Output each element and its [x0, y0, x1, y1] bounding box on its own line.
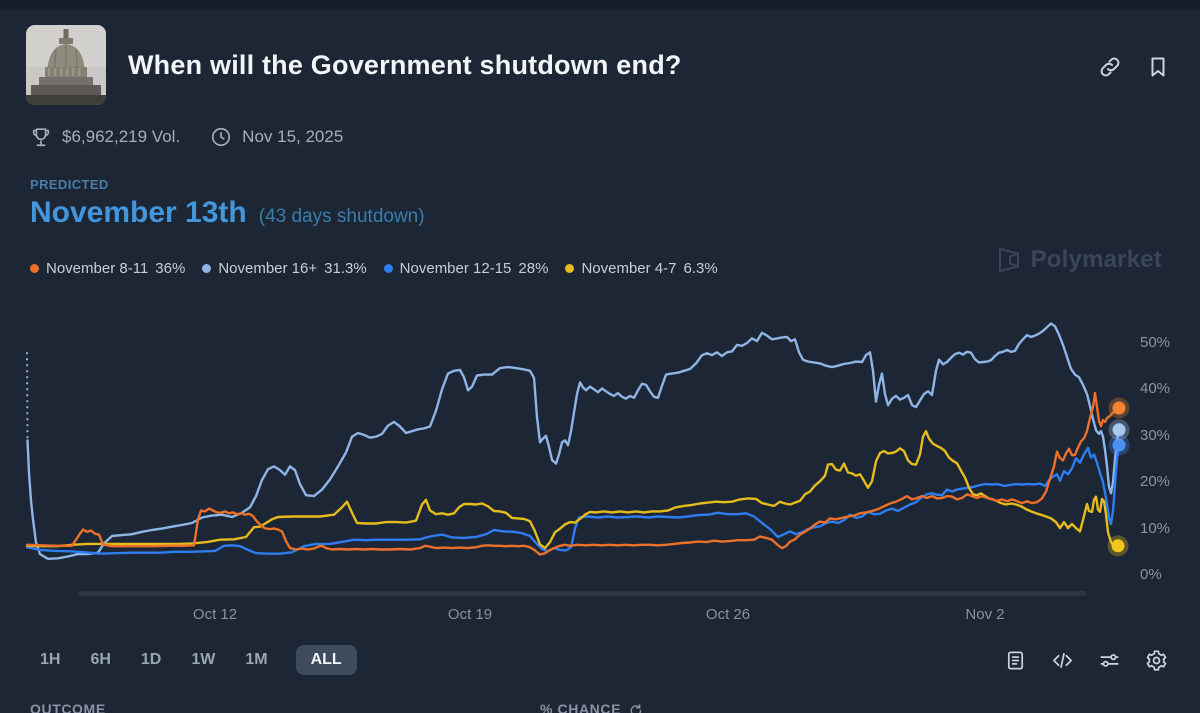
price-chart-svg: [25, 322, 1130, 596]
endpoint-dot-november-8-11: [1112, 401, 1126, 415]
legend-item-november-4-7[interactable]: November 4-7 6.3%: [565, 260, 718, 277]
end-date-text: Nov 15, 2025: [242, 127, 344, 146]
x-axis-label: Oct 12: [192, 606, 238, 623]
watermark-text: Polymarket: [1030, 246, 1162, 273]
range-button-1d[interactable]: 1D: [140, 651, 162, 668]
series-line-november-8-11: [25, 391, 1121, 556]
copy-link-icon[interactable]: [1098, 55, 1122, 79]
legend-label: November 4-7: [581, 260, 677, 277]
legend-dot-blue: [383, 264, 393, 273]
legend-dot-orange: [30, 264, 39, 273]
volume-text: $6,962,219 Vol.: [62, 127, 181, 146]
x-axis-label: Oct 19: [447, 606, 493, 623]
y-axis-label: 0%: [1140, 566, 1162, 583]
endpoint-dot-november-16-: [1112, 423, 1126, 437]
bookmark-icon[interactable]: [1146, 55, 1170, 79]
legend-dot-yellow: [565, 264, 575, 273]
chart-scrub-track[interactable]: [78, 591, 1086, 596]
y-axis-label: 20%: [1140, 473, 1171, 491]
legend-value: 28%: [518, 260, 549, 277]
page-title: When will the Government shutdown end?: [128, 50, 682, 80]
chart-legend: November 8-11 36% November 16+ 31.3% Nov…: [30, 260, 718, 277]
series-intro-dash: [26, 352, 29, 441]
range-button-1m[interactable]: 1M: [245, 651, 268, 668]
legend-value: 36%: [155, 260, 186, 277]
clock-icon: [210, 126, 232, 148]
y-axis-label: 30%: [1140, 426, 1171, 444]
predicted-detail: (43 days shutdown): [258, 206, 425, 227]
legend-item-november-16plus[interactable]: November 16+ 31.3%: [202, 260, 367, 277]
chart-tools: [1004, 649, 1169, 673]
predicted-label: PREDICTED: [30, 177, 109, 192]
predicted-outcome: November 13th: [30, 196, 247, 229]
legend-dot-lightblue: [202, 264, 212, 273]
legend-label: November 12-15: [399, 260, 512, 277]
price-chart[interactable]: 50% 40% 30% 20% 10% 0% Oct 12 Oct 19 Oct 26 Nov 2: [0, 315, 1200, 623]
refresh-icon[interactable]: [628, 702, 642, 713]
legend-item-november-12-15[interactable]: November 12-15 28%: [383, 260, 549, 277]
legend-value: 6.3%: [683, 260, 718, 277]
y-axis-label: 10%: [1140, 519, 1171, 537]
outcome-table-header: OUTCOME % CHANCE: [30, 701, 1170, 713]
x-axis-label: Oct 26: [705, 606, 751, 623]
legend-value: 31.3%: [324, 260, 367, 277]
series-line-november-4-7: [25, 429, 1120, 550]
outcome-column-label: OUTCOME: [30, 701, 106, 713]
y-axis-label: 40%: [1140, 380, 1171, 398]
series-line-november-12-15: [25, 443, 1121, 555]
polymarket-logo: [998, 248, 1019, 272]
embed-code-icon[interactable]: [1051, 649, 1075, 673]
chance-column-label: % CHANCE: [540, 701, 622, 713]
legend-label: November 16+: [218, 260, 318, 277]
news-icon[interactable]: [1004, 649, 1028, 673]
trophy-icon: [30, 126, 52, 148]
y-axis-label: 50%: [1140, 334, 1171, 351]
chart-settings-icon[interactable]: [1098, 649, 1122, 673]
market-avatar-capitol-image: [26, 25, 106, 105]
series-line-november-16-: [26, 322, 1121, 561]
endpoint-dot-november-4-7: [1111, 539, 1125, 553]
range-button-1h[interactable]: 1H: [40, 651, 61, 668]
range-button-6h[interactable]: 6H: [90, 651, 111, 668]
gear-icon[interactable]: [1145, 649, 1169, 673]
legend-label: November 8-11: [46, 260, 149, 277]
range-button-all[interactable]: ALL: [295, 645, 357, 675]
top-strip: [0, 0, 1200, 10]
range-button-1w[interactable]: 1W: [191, 651, 216, 668]
x-axis-label: Nov 2: [965, 606, 1005, 623]
time-range-selector: 1H 6H 1D 1W 1M ALL: [38, 645, 357, 675]
market-stats: $6,962,219 Vol. Nov 15, 2025: [30, 126, 343, 148]
legend-item-november-8-11[interactable]: November 8-11 36%: [30, 260, 185, 277]
polymarket-watermark: Polymarket: [996, 246, 1162, 274]
endpoint-dot-november-12-15: [1112, 438, 1126, 452]
